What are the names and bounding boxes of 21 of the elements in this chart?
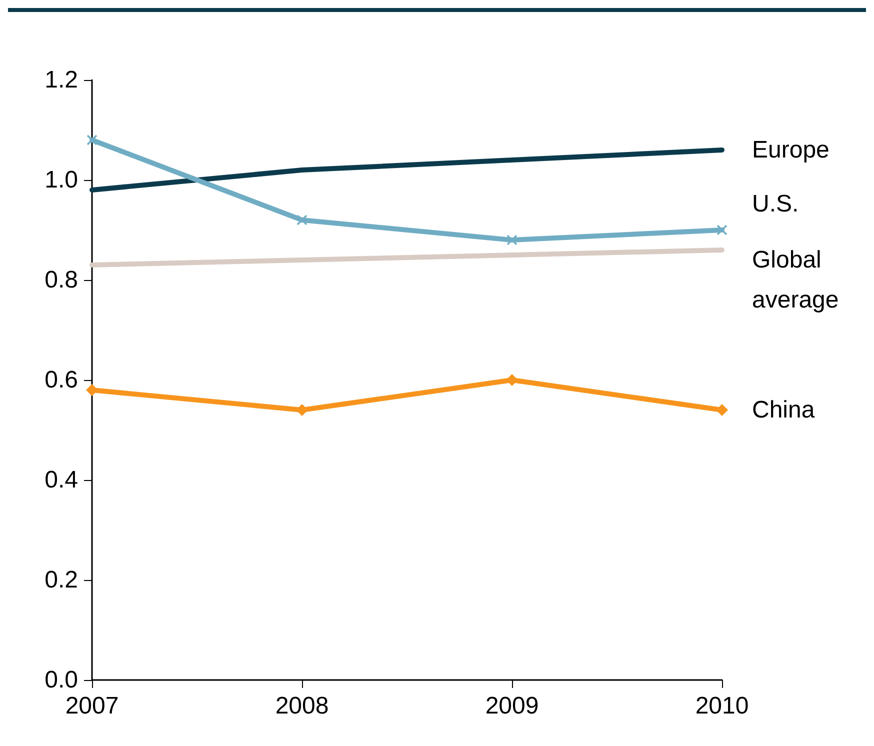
y-tick-label: 0.0 [44,666,78,694]
y-tick-label: 0.4 [44,466,78,494]
y-tick-label: 1.0 [44,166,78,194]
y-tick-label: 0.2 [44,566,78,594]
x-tick-label: 2007 [65,692,119,720]
y-tick-label: 0.8 [44,266,78,294]
x-tick-label: 2009 [485,692,539,720]
series-label: China [752,396,816,424]
series-label: Global average [752,246,839,314]
series-label: Europe [752,136,830,164]
point [86,134,98,146]
series-label: U.S. [752,190,799,218]
point [506,374,518,386]
point [716,224,728,236]
point [506,234,518,246]
point [716,404,728,416]
point [296,214,308,226]
y-tick-label: 0.6 [44,366,78,394]
x-tick-label: 2008 [275,692,329,720]
y-tick-label: 1.2 [44,66,78,94]
x-tick-label: 2010 [695,692,749,720]
